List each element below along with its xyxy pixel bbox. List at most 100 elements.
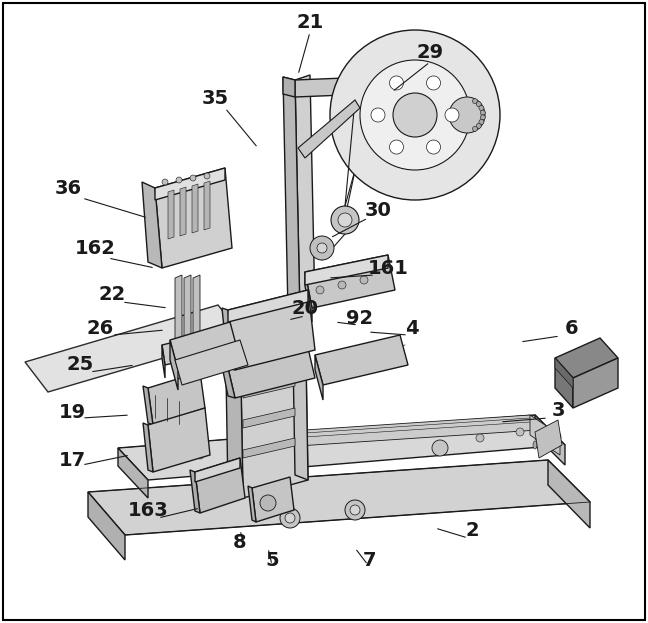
Polygon shape [175,275,182,348]
Ellipse shape [533,441,537,449]
Polygon shape [243,438,295,458]
Circle shape [360,60,470,170]
Circle shape [317,243,327,253]
Text: 20: 20 [292,298,319,318]
Polygon shape [230,435,238,462]
Circle shape [176,177,182,183]
Circle shape [479,120,484,125]
Polygon shape [155,168,225,200]
Text: 92: 92 [347,308,373,328]
Ellipse shape [551,435,555,443]
Polygon shape [88,460,590,535]
Ellipse shape [557,433,561,441]
Polygon shape [573,358,618,408]
Circle shape [516,428,524,436]
Circle shape [393,93,437,137]
Polygon shape [170,340,178,390]
Polygon shape [305,255,388,285]
Polygon shape [162,345,165,378]
Polygon shape [292,295,308,480]
Polygon shape [555,358,573,388]
Text: 21: 21 [296,12,323,32]
Circle shape [476,434,484,442]
Polygon shape [555,338,618,378]
Polygon shape [225,315,243,498]
Circle shape [476,102,481,107]
Polygon shape [142,182,162,268]
Circle shape [472,126,478,131]
Text: 17: 17 [58,450,86,470]
Polygon shape [228,290,315,370]
Polygon shape [162,332,220,365]
Text: 163: 163 [128,500,168,520]
Polygon shape [148,408,210,472]
Circle shape [432,440,448,456]
Text: 162: 162 [75,239,115,257]
Polygon shape [315,335,408,385]
Polygon shape [175,340,248,385]
Polygon shape [243,348,295,368]
Text: 29: 29 [417,42,444,62]
Circle shape [156,456,164,464]
Circle shape [426,140,441,154]
Circle shape [196,451,204,459]
Text: 26: 26 [86,318,113,338]
Circle shape [331,206,359,234]
Polygon shape [204,181,210,230]
Text: 22: 22 [98,285,126,305]
Circle shape [330,30,500,200]
Polygon shape [195,458,245,513]
Polygon shape [535,415,565,465]
Ellipse shape [539,439,543,447]
Polygon shape [222,308,235,370]
Polygon shape [252,477,294,522]
Polygon shape [295,75,420,97]
Polygon shape [168,190,174,239]
Polygon shape [190,470,200,513]
Polygon shape [530,415,560,455]
Circle shape [338,281,346,289]
Circle shape [445,108,459,122]
Polygon shape [155,168,232,268]
Text: 5: 5 [265,551,279,569]
Circle shape [260,495,276,511]
Polygon shape [283,77,300,315]
Polygon shape [222,366,235,398]
Text: 3: 3 [551,401,565,419]
Circle shape [316,286,324,294]
Circle shape [204,173,210,179]
Circle shape [338,213,352,227]
Text: 161: 161 [367,259,408,277]
Circle shape [285,513,295,523]
Polygon shape [305,272,312,322]
Circle shape [480,115,485,120]
Text: 2: 2 [465,520,479,540]
Polygon shape [148,372,205,425]
Polygon shape [195,458,240,482]
Polygon shape [193,275,200,348]
Polygon shape [298,100,360,158]
Polygon shape [315,355,323,400]
Ellipse shape [545,437,549,445]
Polygon shape [228,348,315,398]
Circle shape [472,98,478,103]
Circle shape [190,175,196,181]
Polygon shape [118,415,565,480]
Circle shape [426,76,441,90]
Circle shape [479,105,484,110]
Text: 25: 25 [66,356,93,374]
Text: 35: 35 [202,88,229,108]
Circle shape [371,108,385,122]
Circle shape [310,236,334,260]
Polygon shape [240,300,308,498]
Polygon shape [295,75,315,315]
Circle shape [350,505,360,515]
Circle shape [162,179,168,185]
Polygon shape [243,408,295,428]
Polygon shape [143,386,153,425]
Polygon shape [118,448,148,498]
Text: 8: 8 [233,533,247,551]
Polygon shape [170,322,238,370]
Circle shape [360,276,368,284]
Polygon shape [555,358,573,408]
